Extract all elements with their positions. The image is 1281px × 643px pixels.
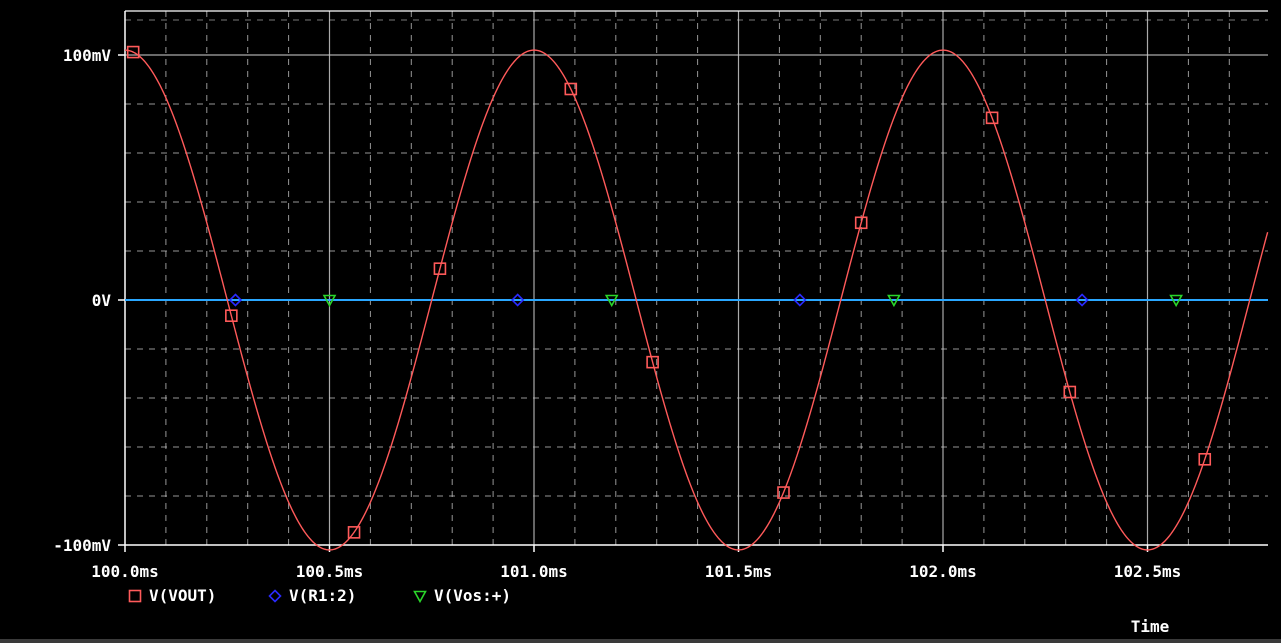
x-tick-label: 101.0ms — [500, 562, 567, 581]
y-tick-label: 0V — [92, 291, 112, 310]
x-tick-label: 102.5ms — [1114, 562, 1181, 581]
vout-marker — [564, 82, 578, 96]
vout-marker — [854, 216, 868, 230]
legend-label: V(VOUT) — [149, 586, 216, 605]
legend-label: V(Vos:+) — [434, 586, 511, 605]
vout-marker — [985, 111, 999, 125]
grid-lines — [125, 11, 1268, 545]
axes — [118, 10, 1268, 552]
x-tick-label: 102.0ms — [909, 562, 976, 581]
vout-trace-line — [124, 49, 1269, 551]
vos-marker — [322, 294, 337, 308]
vout-marker — [347, 526, 361, 539]
tick-labels: 100.0ms 100.5ms 101.0ms 101.5ms 102.0ms 102.5… — [53, 46, 1181, 581]
x-tick-label: 100.5ms — [296, 562, 363, 581]
vos-marker — [887, 294, 901, 308]
vos-marker — [1169, 294, 1183, 308]
r1-marker — [511, 293, 525, 307]
vout-marker — [777, 486, 790, 499]
vout-marker — [433, 262, 447, 275]
legend-triangle-icon — [413, 590, 427, 604]
x-tick-label: 101.5ms — [705, 562, 772, 581]
r1-marker — [1075, 293, 1089, 307]
vout-marker — [225, 309, 238, 322]
vout-marker — [126, 45, 140, 59]
traces — [124, 49, 1269, 551]
vout-marker — [1198, 452, 1212, 466]
y-tick-label: -100mV — [53, 536, 111, 555]
x-axis-title: Time — [1131, 617, 1170, 636]
trace-markers — [126, 45, 1212, 539]
r1-marker — [793, 293, 807, 307]
vos-marker — [604, 294, 619, 308]
vout-marker — [1063, 385, 1077, 399]
legend-diamond-icon — [268, 589, 282, 603]
x-tick-label: 100.0ms — [91, 562, 158, 581]
legend: V(VOUT) V(R1:2) V(Vos:+) — [128, 586, 511, 605]
r1-marker — [228, 293, 243, 307]
vout-marker — [646, 355, 659, 369]
legend-label: V(R1:2) — [289, 586, 356, 605]
window-bottom-edge — [0, 639, 1281, 643]
legend-square-icon — [128, 589, 142, 603]
y-tick-label: 100mV — [63, 46, 112, 65]
